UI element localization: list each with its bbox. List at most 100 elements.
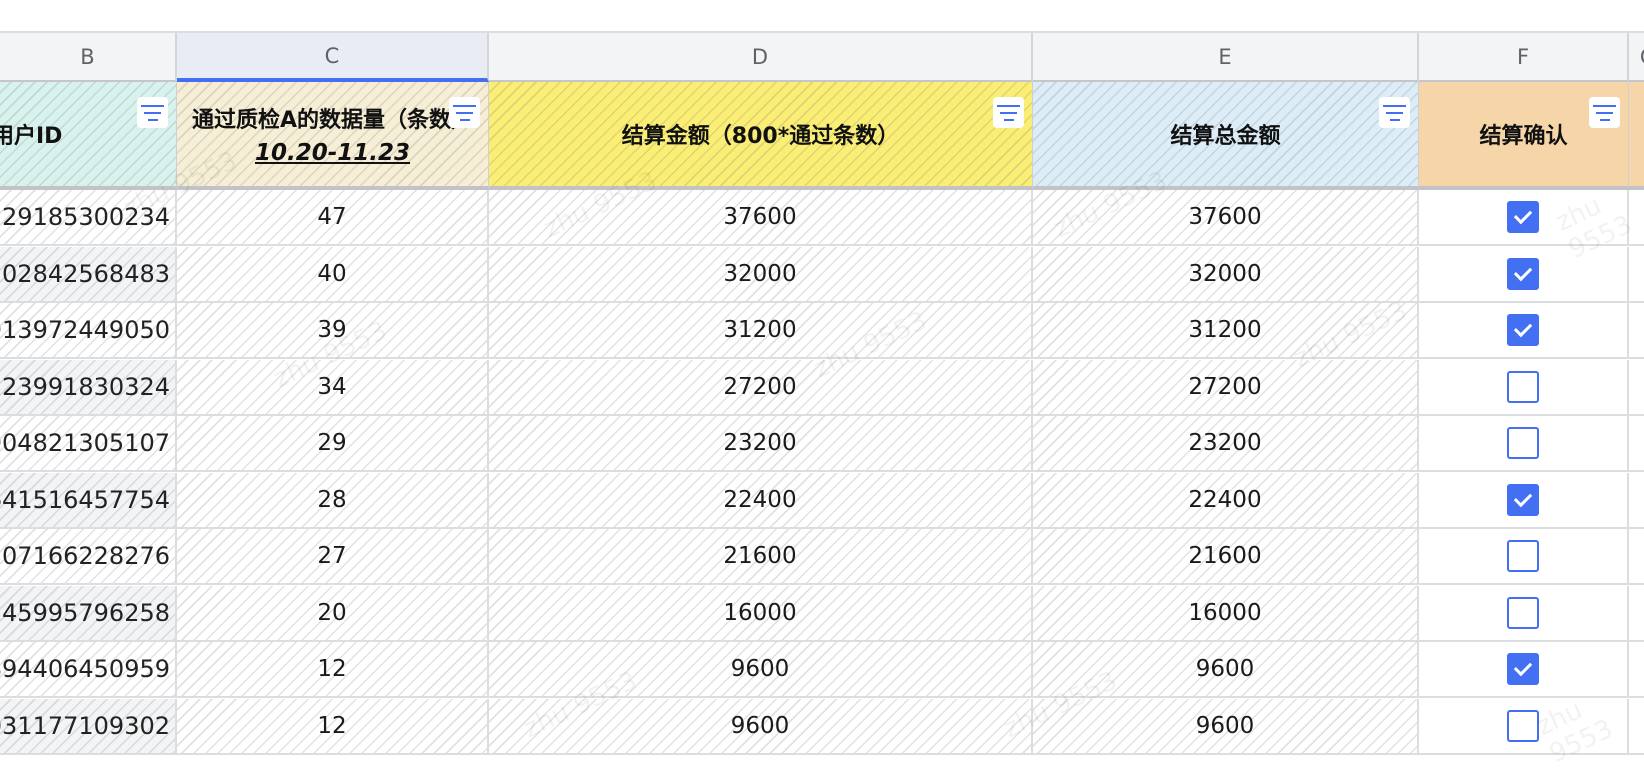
confirm-checkbox[interactable] xyxy=(1507,709,1539,742)
column-header-c[interactable]: C xyxy=(177,33,489,82)
count-cell[interactable]: 27 xyxy=(177,529,489,585)
total-cell-value: 16000 xyxy=(1188,599,1262,626)
header-cell-d[interactable]: 结算金额（800*通过条数） xyxy=(489,82,1033,190)
next-column-cell[interactable] xyxy=(1629,586,1644,642)
user-id-cell[interactable]: 307166228276 xyxy=(0,529,177,585)
filter-icon[interactable] xyxy=(449,97,480,128)
amount-cell[interactable]: 27200 xyxy=(489,359,1033,416)
next-column-cell[interactable] xyxy=(1629,473,1644,529)
count-cell[interactable]: 20 xyxy=(177,585,489,642)
amount-cell-value: 22400 xyxy=(723,486,797,513)
user-id-cell[interactable]: 904821305107 xyxy=(0,416,177,472)
next-column-cell[interactable] xyxy=(1629,699,1644,755)
total-cell[interactable]: 37600 xyxy=(1033,190,1419,246)
count-cell[interactable]: 34 xyxy=(177,359,489,416)
amount-cell[interactable]: 31200 xyxy=(489,303,1033,359)
count-cell[interactable]: 12 xyxy=(177,642,489,698)
column-header-e[interactable]: E xyxy=(1033,33,1419,82)
confirm-checkbox[interactable] xyxy=(1507,370,1539,403)
count-cell-value: 20 xyxy=(317,599,347,626)
filter-icon[interactable] xyxy=(137,97,168,128)
total-cell[interactable]: 22400 xyxy=(1033,472,1419,529)
amount-cell-value: 9600 xyxy=(730,656,790,682)
user-id-cell[interactable]: 913972449050 xyxy=(0,303,177,359)
column-header-b[interactable]: B xyxy=(0,33,177,82)
next-column-cell[interactable] xyxy=(1629,642,1644,698)
count-cell[interactable]: 29 xyxy=(177,416,489,472)
user-id-cell[interactable]: 894406450959 xyxy=(0,642,177,698)
confirm-checkbox[interactable] xyxy=(1507,540,1539,572)
header-cell-f[interactable]: 结算确认 xyxy=(1419,82,1629,190)
confirm-checkbox[interactable] xyxy=(1507,314,1539,346)
amount-cell-value: 23200 xyxy=(723,430,797,456)
confirm-cell[interactable] xyxy=(1419,246,1629,303)
count-cell-value: 12 xyxy=(317,712,347,739)
user-id-cell-value: 307166228276 xyxy=(0,542,170,570)
user-id-cell[interactable]: 641516457754 xyxy=(0,472,177,529)
count-cell[interactable]: 40 xyxy=(177,246,489,303)
total-cell-value: 9600 xyxy=(1195,656,1255,682)
next-column-cell[interactable] xyxy=(1629,360,1644,416)
amount-cell[interactable]: 23200 xyxy=(489,416,1033,472)
amount-cell[interactable]: 22400 xyxy=(489,472,1033,529)
amount-cell[interactable]: 16000 xyxy=(489,585,1033,642)
confirm-checkbox[interactable] xyxy=(1507,257,1539,290)
confirm-cell[interactable] xyxy=(1419,529,1629,585)
total-cell[interactable]: 9600 xyxy=(1033,698,1419,755)
amount-cell[interactable]: 21600 xyxy=(489,529,1033,585)
amount-cell[interactable]: 32000 xyxy=(489,246,1033,303)
amount-cell[interactable]: 37600 xyxy=(489,190,1033,246)
total-cell[interactable]: 31200 xyxy=(1033,303,1419,359)
header-cell-b[interactable]: 用户ID xyxy=(0,82,177,190)
filter-icon[interactable] xyxy=(1379,97,1410,128)
confirm-checkbox[interactable] xyxy=(1507,483,1539,516)
confirm-cell[interactable] xyxy=(1419,472,1629,529)
count-cell-value: 27 xyxy=(317,543,347,569)
count-cell-value: 47 xyxy=(317,204,347,230)
confirm-cell[interactable] xyxy=(1419,416,1629,472)
next-column-cell[interactable] xyxy=(1629,303,1644,359)
toolbar-area xyxy=(0,0,1644,33)
total-cell[interactable]: 16000 xyxy=(1033,585,1419,642)
count-cell[interactable]: 28 xyxy=(177,472,489,529)
filter-icon[interactable] xyxy=(993,97,1024,128)
user-id-cell[interactable]: 529185300234 xyxy=(0,190,177,246)
column-header-f[interactable]: F xyxy=(1419,33,1629,82)
user-id-cell-value: 502842568483 xyxy=(0,259,170,288)
header-cell-e[interactable]: 结算总金额 xyxy=(1033,82,1419,190)
confirm-checkbox[interactable] xyxy=(1507,596,1539,629)
next-column-cell[interactable] xyxy=(1629,529,1644,585)
amount-cell-value: 27200 xyxy=(723,373,797,400)
user-id-cell[interactable]: 323991830324 xyxy=(0,359,177,416)
confirm-checkbox[interactable] xyxy=(1507,201,1539,233)
user-id-cell[interactable]: 345995796258 xyxy=(0,585,177,642)
total-cell[interactable]: 23200 xyxy=(1033,416,1419,472)
confirm-checkbox[interactable] xyxy=(1507,653,1539,685)
filter-icon[interactable] xyxy=(1589,97,1620,128)
next-column-cell[interactable] xyxy=(1629,247,1644,303)
count-cell[interactable]: 47 xyxy=(177,190,489,246)
total-cell[interactable]: 9600 xyxy=(1033,642,1419,698)
header-cell-g[interactable] xyxy=(1629,82,1644,190)
confirm-cell[interactable] xyxy=(1419,698,1629,755)
user-id-cell[interactable]: 031177109302 xyxy=(0,698,177,755)
column-header-d[interactable]: D xyxy=(489,33,1033,82)
confirm-cell[interactable] xyxy=(1419,190,1629,246)
confirm-checkbox[interactable] xyxy=(1507,427,1539,459)
next-column-cell[interactable] xyxy=(1629,190,1644,246)
next-column-cell[interactable] xyxy=(1629,416,1644,472)
user-id-cell[interactable]: 502842568483 xyxy=(0,246,177,303)
count-cell[interactable]: 12 xyxy=(177,698,489,755)
confirm-cell[interactable] xyxy=(1419,359,1629,416)
total-cell[interactable]: 32000 xyxy=(1033,246,1419,303)
confirm-cell[interactable] xyxy=(1419,585,1629,642)
confirm-cell[interactable] xyxy=(1419,303,1629,359)
total-cell[interactable]: 21600 xyxy=(1033,529,1419,585)
count-cell[interactable]: 39 xyxy=(177,303,489,359)
column-header-g[interactable]: G xyxy=(1629,33,1644,82)
total-cell[interactable]: 27200 xyxy=(1033,359,1419,416)
confirm-cell[interactable] xyxy=(1419,642,1629,698)
amount-cell[interactable]: 9600 xyxy=(489,642,1033,698)
header-cell-c[interactable]: 通过质检A的数据量（条数） 10.20-11.23 xyxy=(177,82,489,190)
amount-cell[interactable]: 9600 xyxy=(489,698,1033,755)
